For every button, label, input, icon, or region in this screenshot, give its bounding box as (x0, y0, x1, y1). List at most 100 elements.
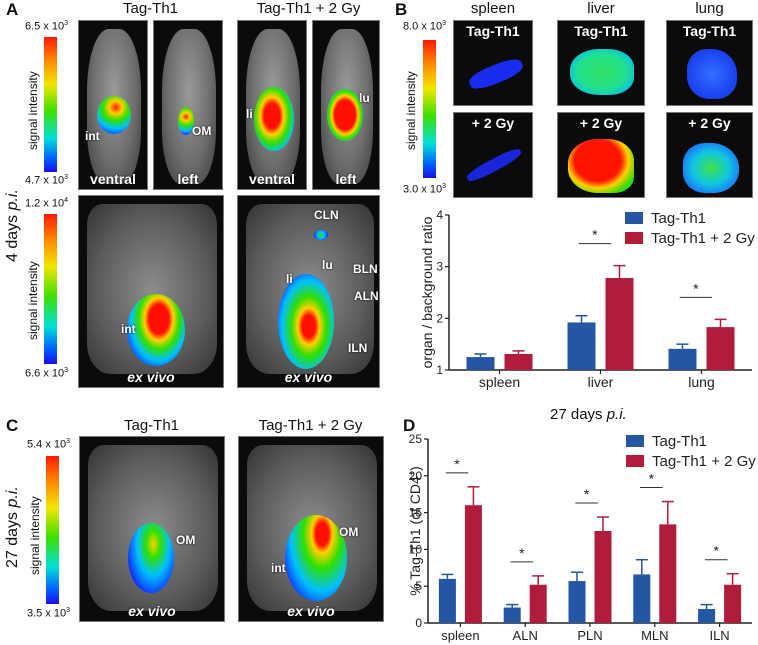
legend-label-tag-th1: Tag-Th1 (652, 433, 707, 450)
colorbar-a-top-label: signal intensity (26, 71, 40, 150)
annotation-cln: CLN (314, 208, 339, 222)
image-a-tag-th1-left: OM left (153, 20, 223, 190)
image-a-tag-th1-ex-vivo: int ex vivo (78, 195, 224, 388)
image-row-label: Tag-Th1 (466, 23, 520, 39)
annotation-om: OM (339, 525, 359, 539)
panel-d-title: 27 days p.i. (550, 406, 627, 423)
colorbar-c (46, 456, 59, 604)
image-c-tag-th1-ex-vivo: OM ex vivo (79, 436, 225, 622)
panel-a-title-tag-th1: Tag-Th1 (122, 0, 179, 17)
significance-star: * (649, 471, 655, 487)
organ-title-liver: liver (587, 0, 615, 17)
image-row-label: + 2 Gy (688, 115, 731, 131)
y-tick-label: 5 (415, 579, 422, 593)
y-tick-label: 3 (436, 260, 443, 274)
colorbar-c-label: signal intensity (28, 496, 42, 575)
x-tick-label-spleen: spleen (479, 374, 520, 390)
y-tick-label: 0 (415, 616, 422, 630)
bar-tag-th1-2gy-ALN (529, 584, 547, 623)
colorbar-b (423, 40, 436, 178)
legend-swatch-tag-th1-2gy (626, 455, 644, 467)
y-tick-label: 10 (409, 542, 423, 556)
annotation-om: OM (176, 533, 196, 547)
image-b-lung-tag-th1: Tag-Th1 (666, 20, 753, 106)
organ-title-spleen: spleen (470, 0, 516, 17)
bar-tag-th1-liver (567, 322, 596, 370)
significance-star: * (693, 280, 699, 296)
panel-a-letter: A (6, 0, 19, 19)
bar-tag-th1-2gy-MLN (659, 524, 677, 623)
panel-c-title-tag-th1-2gy: Tag-Th1 + 2 Gy (258, 417, 363, 434)
legend-swatch-tag-th1 (626, 435, 644, 447)
colorbar-b-min: 3.0 x 103 (403, 183, 447, 196)
colorbar-a-top-min: 4.7 x 103 (25, 174, 69, 187)
image-view-label: left (335, 171, 357, 187)
image-b-spleen-2gy: + 2 Gy (453, 112, 533, 198)
colorbar-c-max: 5.4 x 103 (27, 438, 71, 451)
image-a-2gy-left: lu left (312, 20, 380, 190)
bar-tag-th1-2gy-PLN (594, 531, 612, 623)
x-tick-label-MLN: MLN (641, 628, 668, 643)
annotation-om: OM (192, 124, 212, 138)
bar-tag-th1-spleen (438, 578, 456, 623)
annotation-int: int (85, 129, 100, 143)
colorbar-a-bottom-label: signal intensity (26, 261, 40, 340)
colorbar-c-min: 3.5 x 103 (27, 607, 71, 620)
bar-tag-th1-2gy-spleen (504, 353, 533, 370)
colorbar-a-bottom-max: 1.2 x 104 (25, 197, 69, 210)
colorbar-b-label: signal intensity (404, 71, 418, 150)
y-tick-label: 25 (409, 432, 423, 446)
y-tick-label: 4 (436, 208, 443, 222)
bar-tag-th1-ILN (698, 609, 716, 623)
legend-swatch-tag-th1-2gy (625, 232, 643, 244)
annotation-bln: BLN (353, 262, 378, 276)
panel-d-letter: D (403, 416, 416, 435)
bar-tag-th1-2gy-liver (605, 278, 634, 370)
bar-tag-th1-ALN (503, 607, 521, 623)
image-view-label: ventral (90, 171, 136, 187)
colorbar-a-top-max: 6.5 x 103 (25, 20, 69, 33)
annotation-iln: ILN (348, 341, 368, 355)
legend-label-tag-th1: Tag-Th1 (651, 210, 706, 227)
annotation-lu: lu (359, 91, 370, 105)
panel-a-title-tag-th1-2gy: Tag-Th1 + 2 Gy (256, 0, 361, 17)
bar-tag-th1-spleen (466, 357, 495, 370)
y-axis-label: organ / background ratio (419, 216, 435, 368)
y-tick-label: 20 (409, 469, 423, 483)
panel-c-title-tag-th1: Tag-Th1 (123, 417, 180, 434)
legend-label-tag-th1-2gy: Tag-Th1 + 2 Gy (652, 453, 756, 470)
image-label-ex-vivo: ex vivo (284, 369, 333, 385)
significance-star: * (592, 227, 598, 243)
annotation-int: int (121, 322, 136, 336)
significance-star: * (713, 543, 719, 559)
legend-label-tag-th1-2gy: Tag-Th1 + 2 Gy (651, 230, 755, 247)
image-a-tag-th1-ventral: int ventral (78, 20, 148, 190)
bar-tag-th1-MLN (633, 574, 651, 623)
x-tick-label-PLN: PLN (577, 628, 602, 643)
significance-star: * (519, 545, 525, 561)
x-tick-label-lung: lung (688, 374, 714, 390)
panel-b-letter: B (395, 0, 408, 19)
bar-tag-th1-2gy-lung (706, 327, 735, 370)
colorbar-a-top (44, 37, 57, 172)
image-view-label: left (177, 171, 199, 187)
image-b-liver-2gy: + 2 Gy (557, 112, 645, 198)
annotation-li: li (286, 272, 293, 286)
colorbar-b-max: 8.0 x 103 (403, 20, 447, 33)
organ-title-lung: lung (695, 0, 724, 17)
bar-tag-th1-lung (668, 348, 697, 370)
panel-c-letter: C (6, 416, 19, 435)
annotation-aln: ALN (354, 289, 379, 303)
image-row-label: Tag-Th1 (682, 23, 737, 39)
image-row-label: Tag-Th1 (574, 23, 628, 39)
bar-tag-th1-PLN (568, 581, 586, 623)
bar-tag-th1-2gy-ILN (724, 584, 742, 623)
image-b-lung-2gy: + 2 Gy (666, 112, 753, 198)
chart-d: 0 5 10 15 20 25 % Tag-Th1 (of CD4+) spleen * ALN *… (407, 432, 756, 643)
y-tick-label: 1 (436, 363, 443, 377)
y-tick-label: 2 (436, 311, 443, 325)
legend-swatch-tag-th1 (625, 212, 643, 224)
image-view-label: ventral (249, 171, 295, 187)
image-c-2gy-ex-vivo: OM int ex vivo (238, 436, 384, 622)
